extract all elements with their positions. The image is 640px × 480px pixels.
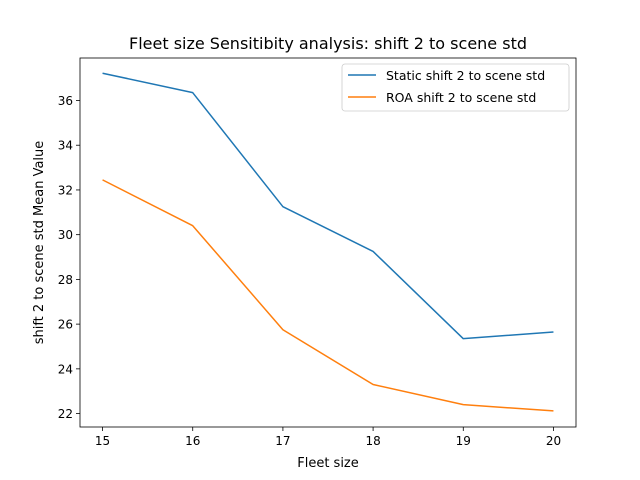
y-tick-label: 36 — [58, 94, 73, 108]
y-tick-label: 28 — [58, 273, 73, 287]
legend-label-static: Static shift 2 to scene std — [386, 68, 545, 83]
y-tick-label: 22 — [58, 407, 73, 421]
x-tick-label: 17 — [275, 434, 290, 448]
y-axis: 22 24 26 28 30 32 34 36 — [58, 94, 80, 421]
legend-label-roa: ROA shift 2 to scene std — [386, 90, 536, 105]
x-tick-label: 19 — [456, 434, 471, 448]
series-line-0 — [102, 72, 554, 340]
plot-area: 15 16 17 18 19 20 22 24 26 28 30 32 34 36 — [58, 57, 577, 448]
x-axis-label: Fleet size — [297, 456, 359, 471]
x-tick-label: 20 — [546, 434, 561, 448]
y-axis-label: shift 2 to scene std Mean Value — [32, 141, 47, 345]
y-tick-label: 32 — [58, 183, 73, 197]
chart-title: Fleet size Sensitibity analysis: shift 2… — [129, 34, 527, 53]
y-tick-label: 26 — [58, 318, 73, 332]
x-tick-label: 15 — [95, 434, 110, 448]
x-tick-label: 18 — [365, 434, 380, 448]
legend: Static shift 2 to scene std ROA shift 2 … — [341, 63, 570, 112]
x-tick-label: 16 — [185, 434, 200, 448]
y-tick-label: 24 — [58, 362, 73, 376]
series-line-1 — [102, 179, 554, 412]
y-tick-label: 34 — [58, 139, 73, 153]
x-axis: 15 16 17 18 19 20 — [95, 427, 561, 448]
y-tick-label: 30 — [58, 228, 73, 242]
legend-box — [341, 63, 570, 112]
series-lines — [102, 72, 554, 412]
plot-frame — [79, 57, 577, 428]
